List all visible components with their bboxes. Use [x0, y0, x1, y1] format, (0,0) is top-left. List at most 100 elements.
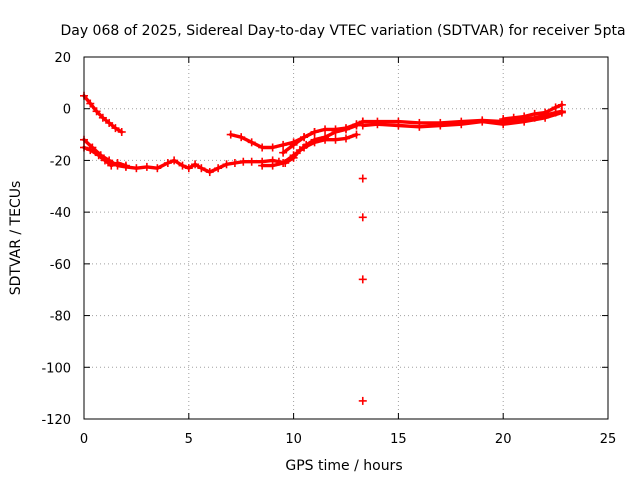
data-series: [80, 91, 566, 405]
data-point: [279, 148, 288, 157]
data-point: [289, 140, 298, 149]
data-point: [394, 121, 403, 130]
data-point: [358, 213, 367, 222]
data-point: [342, 134, 350, 143]
data-point: [279, 140, 288, 149]
x-tick-label: 0: [80, 432, 88, 447]
data-point: [310, 127, 319, 136]
y-tick-label: -40: [50, 206, 71, 221]
series-arc-3: [80, 143, 130, 170]
data-point: [457, 120, 466, 129]
y-axis-label: SDTVAR / TECUs: [8, 181, 24, 296]
data-point: [551, 103, 560, 112]
y-tick-label: -60: [50, 258, 71, 273]
data-point: [205, 168, 214, 177]
data-point: [436, 121, 445, 130]
data-point: [247, 157, 256, 166]
data-point: [258, 143, 267, 152]
data-point: [163, 159, 172, 168]
data-point: [268, 143, 277, 152]
data-point: [247, 138, 256, 147]
data-point: [352, 130, 361, 139]
data-point: [94, 151, 103, 160]
series-outliers: [358, 174, 367, 405]
data-point: [132, 164, 141, 173]
data-point: [373, 120, 382, 129]
data-point: [358, 174, 367, 183]
series-trace: [82, 119, 365, 174]
data-point: [191, 160, 200, 169]
series-arc-5: [258, 130, 361, 170]
data-point: [557, 108, 566, 117]
x-tick-label: 20: [495, 432, 512, 447]
axis-ticks: [83, 56, 609, 420]
plot-frame: [83, 56, 609, 420]
y-tick-label: 20: [54, 51, 71, 66]
data-point: [279, 159, 288, 168]
data-point: [321, 135, 330, 144]
data-point: [222, 160, 231, 169]
data-point: [530, 109, 539, 118]
series-arc-1: [80, 91, 126, 136]
series-arc-8: [358, 108, 566, 131]
series-arc-2: [80, 117, 367, 177]
x-tick-labels: 0 5 10 15 20 25: [80, 432, 616, 447]
data-point: [331, 125, 340, 134]
grid-lines: [84, 57, 608, 419]
data-point: [107, 161, 116, 170]
data-point: [105, 118, 114, 127]
y-tick-label: 0: [63, 103, 71, 118]
series-arc-9: [499, 100, 566, 124]
data-point: [358, 275, 367, 284]
x-tick-label: 25: [600, 432, 617, 447]
data-point: [331, 135, 340, 144]
y-tick-label: -120: [41, 413, 71, 428]
y-tick-labels: 20 0 -20 -40 -60 -80 -100 -120: [41, 51, 71, 428]
data-point: [300, 143, 309, 152]
data-point: [237, 133, 246, 142]
data-point: [121, 161, 130, 170]
data-point: [520, 112, 529, 121]
data-point: [358, 121, 367, 130]
data-point: [289, 151, 298, 160]
data-point: [415, 122, 424, 131]
data-point: [86, 99, 95, 108]
x-tick-label: 10: [285, 432, 302, 447]
data-point: [117, 127, 126, 136]
data-point: [358, 396, 367, 405]
data-point: [352, 120, 361, 129]
data-point: [184, 164, 193, 173]
data-point: [214, 164, 223, 173]
data-point: [178, 161, 187, 170]
data-point: [300, 133, 309, 142]
data-point: [113, 159, 122, 168]
x-axis-label: GPS time / hours: [285, 458, 402, 474]
data-point: [92, 107, 101, 116]
chart-title: Day 068 of 2025, Sidereal Day-to-day VTE…: [60, 23, 625, 39]
data-point: [310, 138, 319, 147]
y-tick-label: -100: [41, 361, 71, 376]
data-point: [86, 146, 95, 155]
x-tick-label: 15: [390, 432, 407, 447]
data-point: [509, 113, 518, 122]
data-point: [98, 113, 107, 122]
data-point: [226, 130, 235, 139]
data-point: [111, 124, 120, 133]
data-point: [268, 161, 277, 170]
data-point: [153, 164, 162, 173]
data-point: [230, 159, 239, 168]
y-tick-label: -20: [50, 154, 71, 169]
data-point: [321, 125, 330, 134]
data-point: [239, 157, 248, 166]
data-point: [142, 162, 151, 171]
data-point: [557, 100, 566, 109]
data-point: [170, 156, 179, 165]
series-trace: [260, 132, 359, 168]
series-arc-6: [279, 117, 367, 157]
x-tick-label: 5: [185, 432, 193, 447]
data-point: [258, 161, 267, 170]
data-point: [478, 117, 487, 126]
data-point: [541, 108, 550, 117]
data-point: [197, 164, 206, 173]
